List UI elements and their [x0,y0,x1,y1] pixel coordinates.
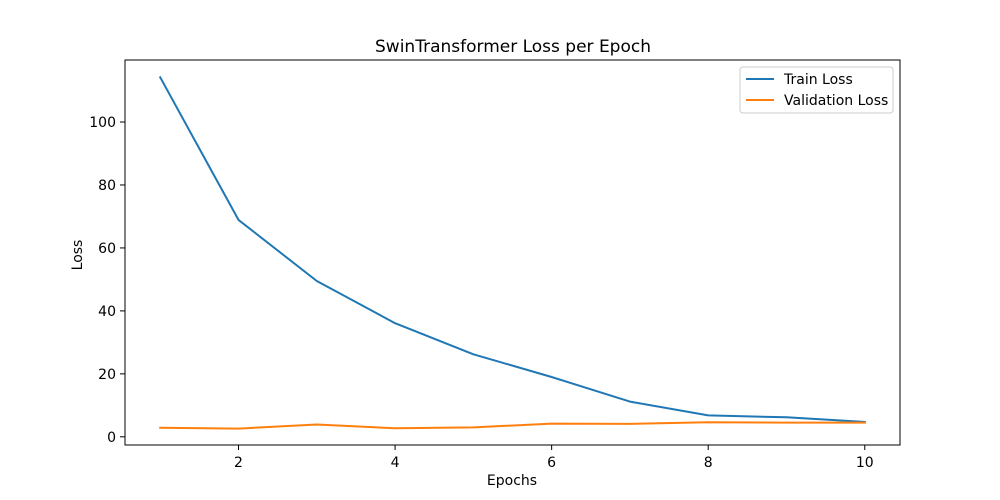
series-line-train-loss [158,75,866,424]
y-tick-label: 20 [98,367,116,383]
x-tick-label: 8 [704,455,713,471]
y-axis-ticks: 0 20 40 60 80 100 [89,115,125,446]
x-tick-label: 10 [856,455,874,471]
y-tick-label: 100 [89,115,116,131]
y-tick-label: 60 [98,241,116,257]
series-lines [158,75,866,430]
x-tick-label: 4 [391,455,400,471]
legend-box [739,66,894,114]
legend-label: Validation Loss [784,93,888,109]
x-axis-ticks: 2 4 6 8 10 [234,445,874,471]
x-tick-label: 2 [234,455,243,471]
legend-label: Train Loss [783,72,853,88]
x-axis-label: Epochs [487,473,537,489]
y-tick-label: 40 [98,304,116,320]
y-tick-label: 0 [107,430,116,446]
x-tick-label: 6 [547,455,556,471]
y-tick-label: 80 [98,178,116,194]
y-axis-label: Loss [70,240,86,271]
legend: Train Loss Validation Loss [739,66,894,114]
series-line-validation-loss [159,421,866,430]
plot-area [125,60,900,445]
chart-title: SwinTransformer Loss per Epoch [375,37,651,57]
plot-frame [124,59,901,446]
